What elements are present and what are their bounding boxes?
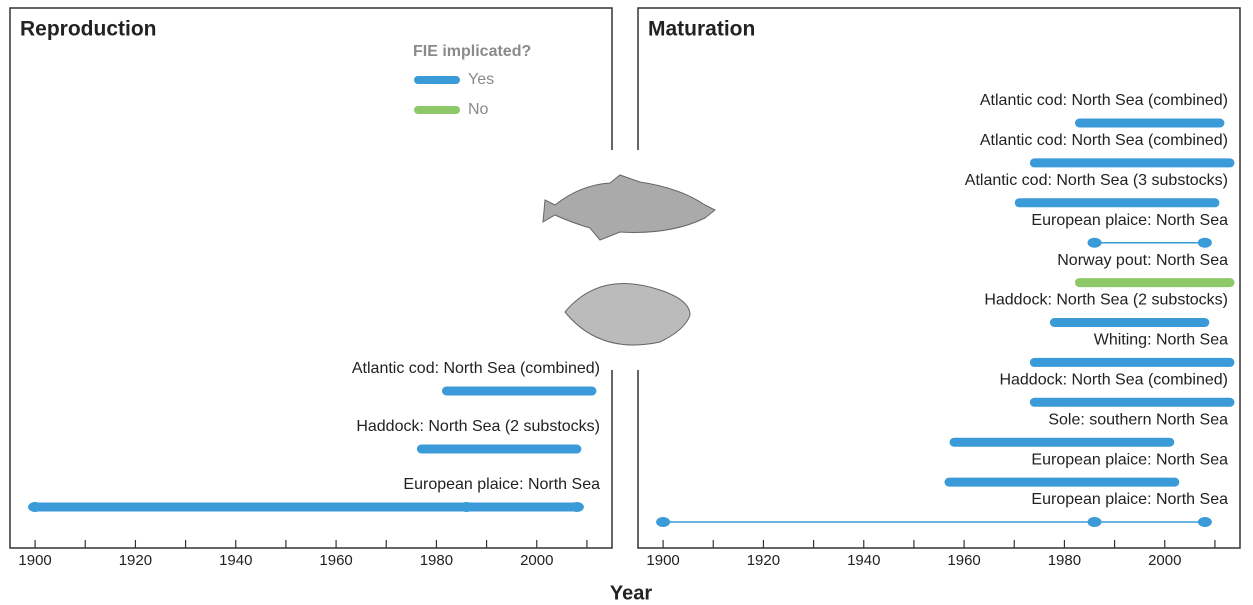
x-tick-label: 2000 (520, 552, 553, 569)
row-label: Haddock: North Sea (2 substocks) (356, 418, 600, 435)
range-point (570, 502, 584, 512)
row-label: Atlantic cod: North Sea (combined) (980, 92, 1228, 109)
panel-frame (10, 8, 612, 548)
x-tick-label: 1920 (747, 552, 780, 569)
panel: Maturation 1900 1920 1940 1960 1980 2000 Atlant… (638, 8, 1240, 569)
x-tick-label: 1940 (847, 552, 880, 569)
plaice-icon (565, 284, 690, 345)
chart: Maturation 1900 1920 1940 1960 1980 2000 Atlant… (0, 0, 1253, 605)
x-tick-label: 1900 (646, 552, 679, 569)
cod-icon (543, 175, 715, 240)
panel: Reproduction 1900 1920 1940 1960 1980 2000 Atla… (10, 8, 612, 569)
range-point (28, 502, 42, 512)
row-label: European plaice: North Sea (1031, 212, 1228, 229)
x-tick-label: 2000 (1148, 552, 1181, 569)
legend-title: FIE implicated? (413, 43, 531, 60)
row-label: Haddock: North Sea (combined) (999, 372, 1228, 389)
row-label: Norway pout: North Sea (1057, 252, 1228, 269)
row-label: European plaice: North Sea (403, 476, 600, 493)
legend-label: No (468, 101, 489, 118)
range-point (460, 502, 474, 512)
x-tick-label: 1920 (119, 552, 152, 569)
row-label: Whiting: North Sea (1094, 332, 1228, 349)
panel-title: Reproduction (20, 18, 157, 41)
x-tick-label: 1980 (420, 552, 453, 569)
range-point (1088, 238, 1102, 248)
x-tick-label: 1900 (18, 552, 51, 569)
row-label: European plaice: North Sea (1031, 491, 1228, 508)
range-point (1088, 517, 1102, 527)
legend-label: Yes (468, 71, 494, 88)
row-label: Atlantic cod: North Sea (3 substocks) (965, 172, 1228, 189)
fish-illustrations (543, 150, 715, 370)
row-label: Atlantic cod: North Sea (combined) (980, 132, 1228, 149)
row-label: Haddock: North Sea (2 substocks) (984, 292, 1228, 309)
panel-title: Maturation (648, 18, 755, 41)
x-tick-label: 1960 (319, 552, 352, 569)
row-label: Atlantic cod: North Sea (combined) (352, 360, 600, 377)
x-tick-label: 1960 (947, 552, 980, 569)
legend: FIE implicated? Yes No (413, 43, 531, 118)
x-axis-title: Year (610, 582, 652, 604)
row-label: European plaice: North Sea (1031, 451, 1228, 468)
x-tick-label: 1980 (1048, 552, 1081, 569)
row-label: Sole: southern North Sea (1048, 411, 1228, 428)
range-point (1198, 238, 1212, 248)
range-point (656, 517, 670, 527)
x-tick-label: 1940 (219, 552, 252, 569)
range-point (1198, 517, 1212, 527)
